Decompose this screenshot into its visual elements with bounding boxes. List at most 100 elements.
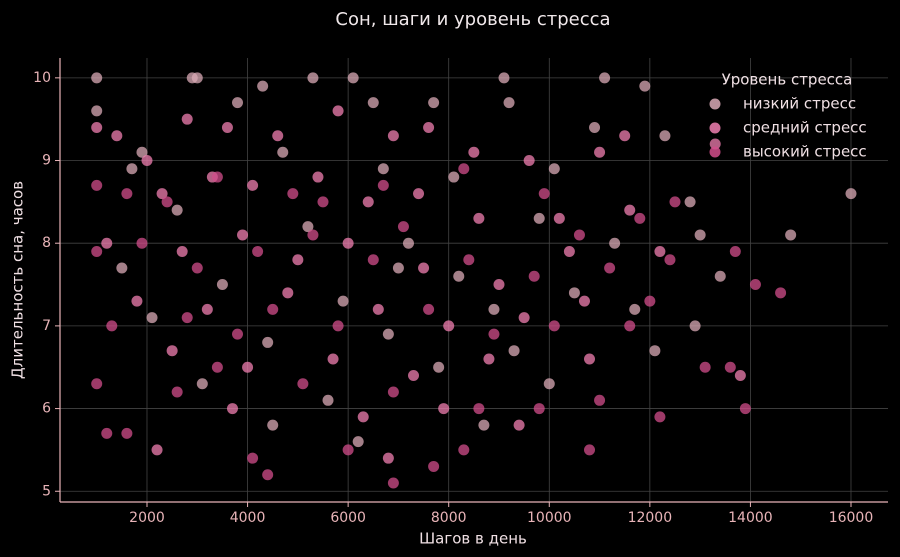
point bbox=[191, 72, 203, 84]
point bbox=[91, 105, 103, 117]
point bbox=[443, 320, 455, 332]
point bbox=[91, 121, 103, 133]
point bbox=[342, 444, 354, 456]
point bbox=[116, 262, 128, 274]
point bbox=[624, 204, 636, 216]
point bbox=[101, 237, 113, 249]
point bbox=[488, 328, 500, 340]
point bbox=[181, 113, 193, 125]
point bbox=[458, 444, 470, 456]
point bbox=[453, 270, 465, 282]
point bbox=[629, 303, 641, 315]
point bbox=[382, 328, 394, 340]
point bbox=[533, 403, 545, 415]
point bbox=[327, 353, 339, 365]
point bbox=[171, 386, 183, 398]
point bbox=[372, 303, 384, 315]
point bbox=[473, 212, 485, 224]
y-tick-label: 7 bbox=[42, 318, 51, 334]
point bbox=[478, 419, 490, 431]
point bbox=[503, 97, 515, 109]
point bbox=[533, 212, 545, 224]
point bbox=[654, 245, 666, 257]
point bbox=[91, 72, 103, 84]
point bbox=[307, 72, 319, 84]
point bbox=[267, 303, 279, 315]
point bbox=[785, 229, 797, 241]
point bbox=[659, 130, 671, 142]
point bbox=[428, 460, 440, 472]
point bbox=[493, 279, 505, 291]
point bbox=[775, 287, 787, 299]
point bbox=[689, 320, 701, 332]
point bbox=[221, 121, 233, 133]
point bbox=[639, 80, 651, 92]
point bbox=[252, 245, 264, 257]
point bbox=[262, 336, 274, 348]
point bbox=[282, 287, 294, 299]
point bbox=[423, 303, 435, 315]
point bbox=[694, 229, 706, 241]
y-tick-label: 10 bbox=[33, 70, 51, 86]
point bbox=[468, 146, 480, 158]
point bbox=[749, 279, 761, 291]
x-axis-label: Шагов в день bbox=[419, 530, 527, 548]
point bbox=[242, 361, 254, 373]
point bbox=[397, 221, 409, 233]
point bbox=[387, 477, 399, 489]
point bbox=[563, 245, 575, 257]
x-tick-label: 16000 bbox=[829, 510, 874, 526]
legend-marker bbox=[709, 122, 721, 134]
point bbox=[181, 312, 193, 324]
point bbox=[604, 262, 616, 274]
point bbox=[553, 212, 565, 224]
point bbox=[377, 163, 389, 175]
point bbox=[483, 353, 495, 365]
x-tick-label: 6000 bbox=[330, 510, 366, 526]
point bbox=[387, 386, 399, 398]
point bbox=[709, 138, 721, 150]
point bbox=[161, 196, 173, 208]
legend-marker bbox=[709, 146, 721, 158]
y-tick-label: 5 bbox=[42, 483, 51, 499]
point bbox=[845, 188, 857, 200]
point bbox=[146, 312, 158, 324]
point bbox=[684, 196, 696, 208]
legend-label: средний стресс bbox=[743, 119, 867, 137]
point bbox=[176, 245, 188, 257]
point bbox=[377, 179, 389, 191]
chart-title: Сон, шаги и уровень стресса bbox=[335, 9, 610, 30]
y-tick-label: 6 bbox=[42, 401, 51, 417]
point bbox=[357, 411, 369, 423]
point bbox=[699, 361, 711, 373]
point bbox=[136, 146, 148, 158]
point bbox=[438, 403, 450, 415]
point bbox=[297, 378, 309, 390]
point bbox=[498, 72, 510, 84]
point bbox=[548, 320, 560, 332]
point bbox=[347, 72, 359, 84]
point bbox=[589, 121, 601, 133]
point bbox=[428, 97, 440, 109]
point bbox=[599, 72, 611, 84]
point bbox=[156, 188, 168, 200]
point bbox=[568, 287, 580, 299]
point bbox=[448, 171, 460, 183]
legend-label: высокий стресс bbox=[743, 143, 867, 161]
point bbox=[624, 320, 636, 332]
point bbox=[247, 452, 259, 464]
point bbox=[724, 361, 736, 373]
point bbox=[322, 394, 334, 406]
point bbox=[523, 155, 535, 167]
point bbox=[367, 97, 379, 109]
point bbox=[91, 245, 103, 257]
point bbox=[262, 469, 274, 481]
point bbox=[317, 196, 329, 208]
point bbox=[196, 378, 208, 390]
point bbox=[634, 212, 646, 224]
point bbox=[171, 204, 183, 216]
point bbox=[362, 196, 374, 208]
point bbox=[332, 105, 344, 117]
point bbox=[257, 80, 269, 92]
